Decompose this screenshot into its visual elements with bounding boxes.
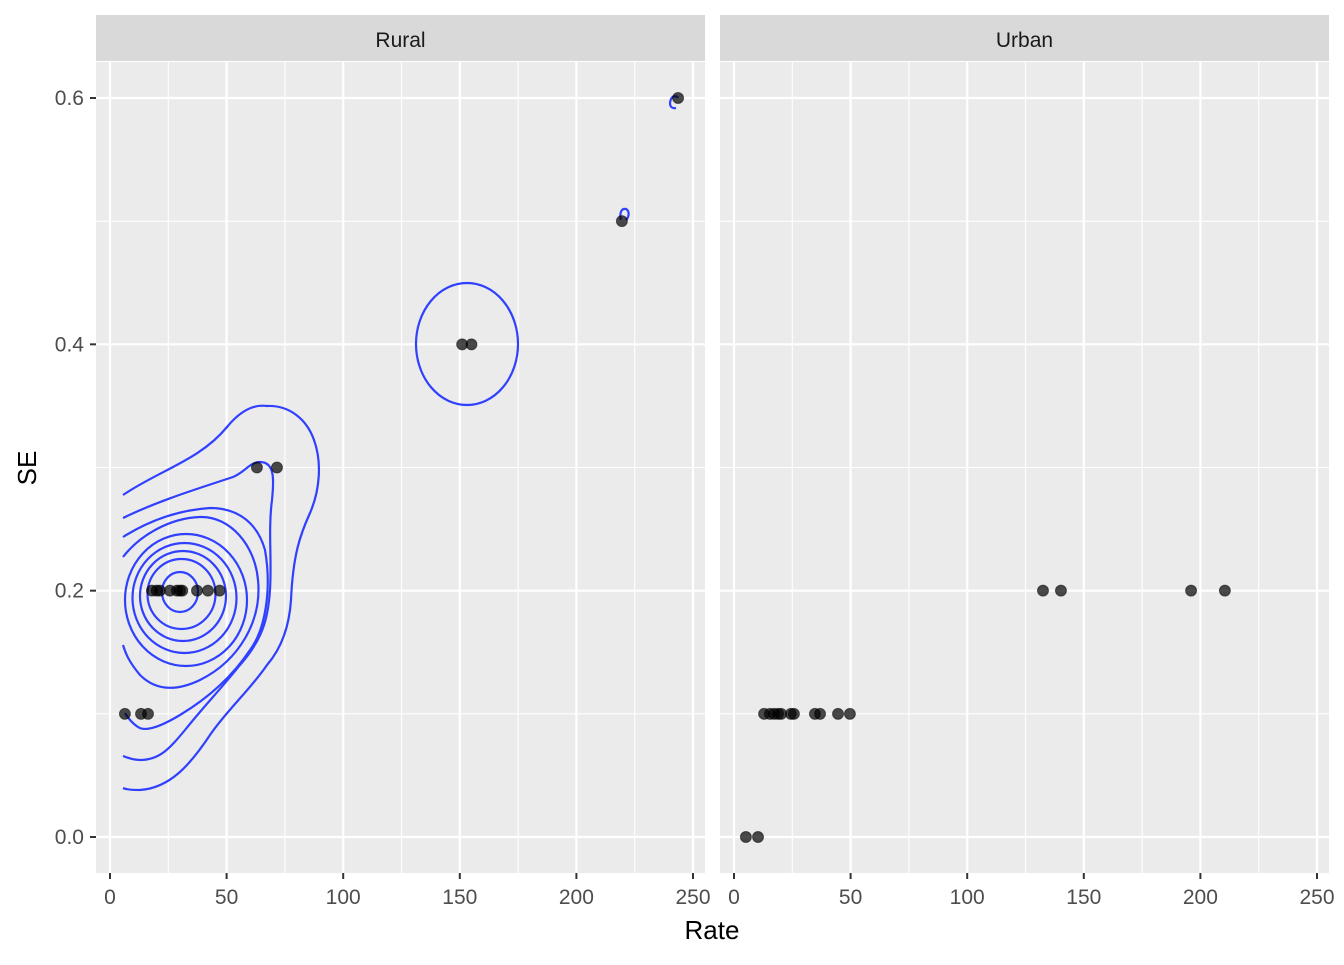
data-point: [615, 215, 628, 228]
data-point: [1218, 584, 1231, 597]
data-point: [153, 584, 166, 597]
y-tick-label: 0.2: [55, 580, 84, 603]
density-contour: [619, 207, 630, 221]
x-tick-label: 150: [442, 886, 477, 909]
x-tick-label: 250: [1299, 886, 1334, 909]
density-contour: [138, 549, 228, 643]
x-tick-label: 50: [839, 886, 862, 909]
data-point: [465, 338, 478, 351]
density-contour: [414, 281, 520, 407]
data-point: [787, 707, 800, 720]
density-contour: [121, 515, 260, 689]
data-point: [672, 92, 685, 104]
x-tick-label: 200: [559, 886, 594, 909]
data-point: [213, 584, 226, 597]
data-point: [739, 831, 752, 843]
data-point: [814, 707, 827, 720]
data-point: [1185, 584, 1198, 597]
data-point: [142, 707, 155, 720]
data-point: [176, 584, 189, 597]
x-tick-label: 200: [1183, 886, 1218, 909]
y-tick-label: 0.4: [55, 333, 85, 356]
facet-strip: [720, 15, 1329, 61]
data-point: [843, 707, 856, 720]
data-point: [1054, 584, 1067, 597]
density-contour: [131, 541, 238, 655]
density-contour: [122, 460, 275, 762]
data-point: [1036, 584, 1049, 597]
density-contour: [123, 532, 249, 668]
data-point: [832, 707, 845, 720]
data-point: [190, 584, 203, 597]
data-point: [752, 831, 765, 843]
x-tick-label: 50: [215, 886, 238, 909]
data-point: [270, 461, 283, 474]
panel-rural: Rural 0 50 100 150 200 250: [96, 15, 711, 909]
facet-strip-label: Urban: [996, 29, 1053, 52]
y-tick-label: 0.0: [55, 826, 84, 849]
data-point: [201, 584, 214, 597]
x-tick-label: 250: [675, 886, 710, 909]
facet-strip-label: Rural: [375, 29, 425, 52]
data-point: [118, 707, 131, 720]
x-tick-label: 100: [950, 886, 985, 909]
x-tick-label: 100: [326, 886, 361, 909]
x-tick-label: 0: [104, 886, 116, 909]
x-tick-label: 0: [728, 886, 740, 909]
panel-urban: Urban 0 50 100 150 200 250: [720, 15, 1335, 909]
y-axis-label: SE: [12, 451, 42, 486]
density-contour: [122, 404, 321, 792]
data-point: [250, 461, 263, 474]
x-tick-label: 150: [1066, 886, 1101, 909]
density-contour: [122, 506, 269, 731]
y-tick-label: 0.6: [55, 87, 84, 110]
x-axis-label: Rate: [685, 915, 740, 945]
facet-strip: [96, 15, 705, 61]
